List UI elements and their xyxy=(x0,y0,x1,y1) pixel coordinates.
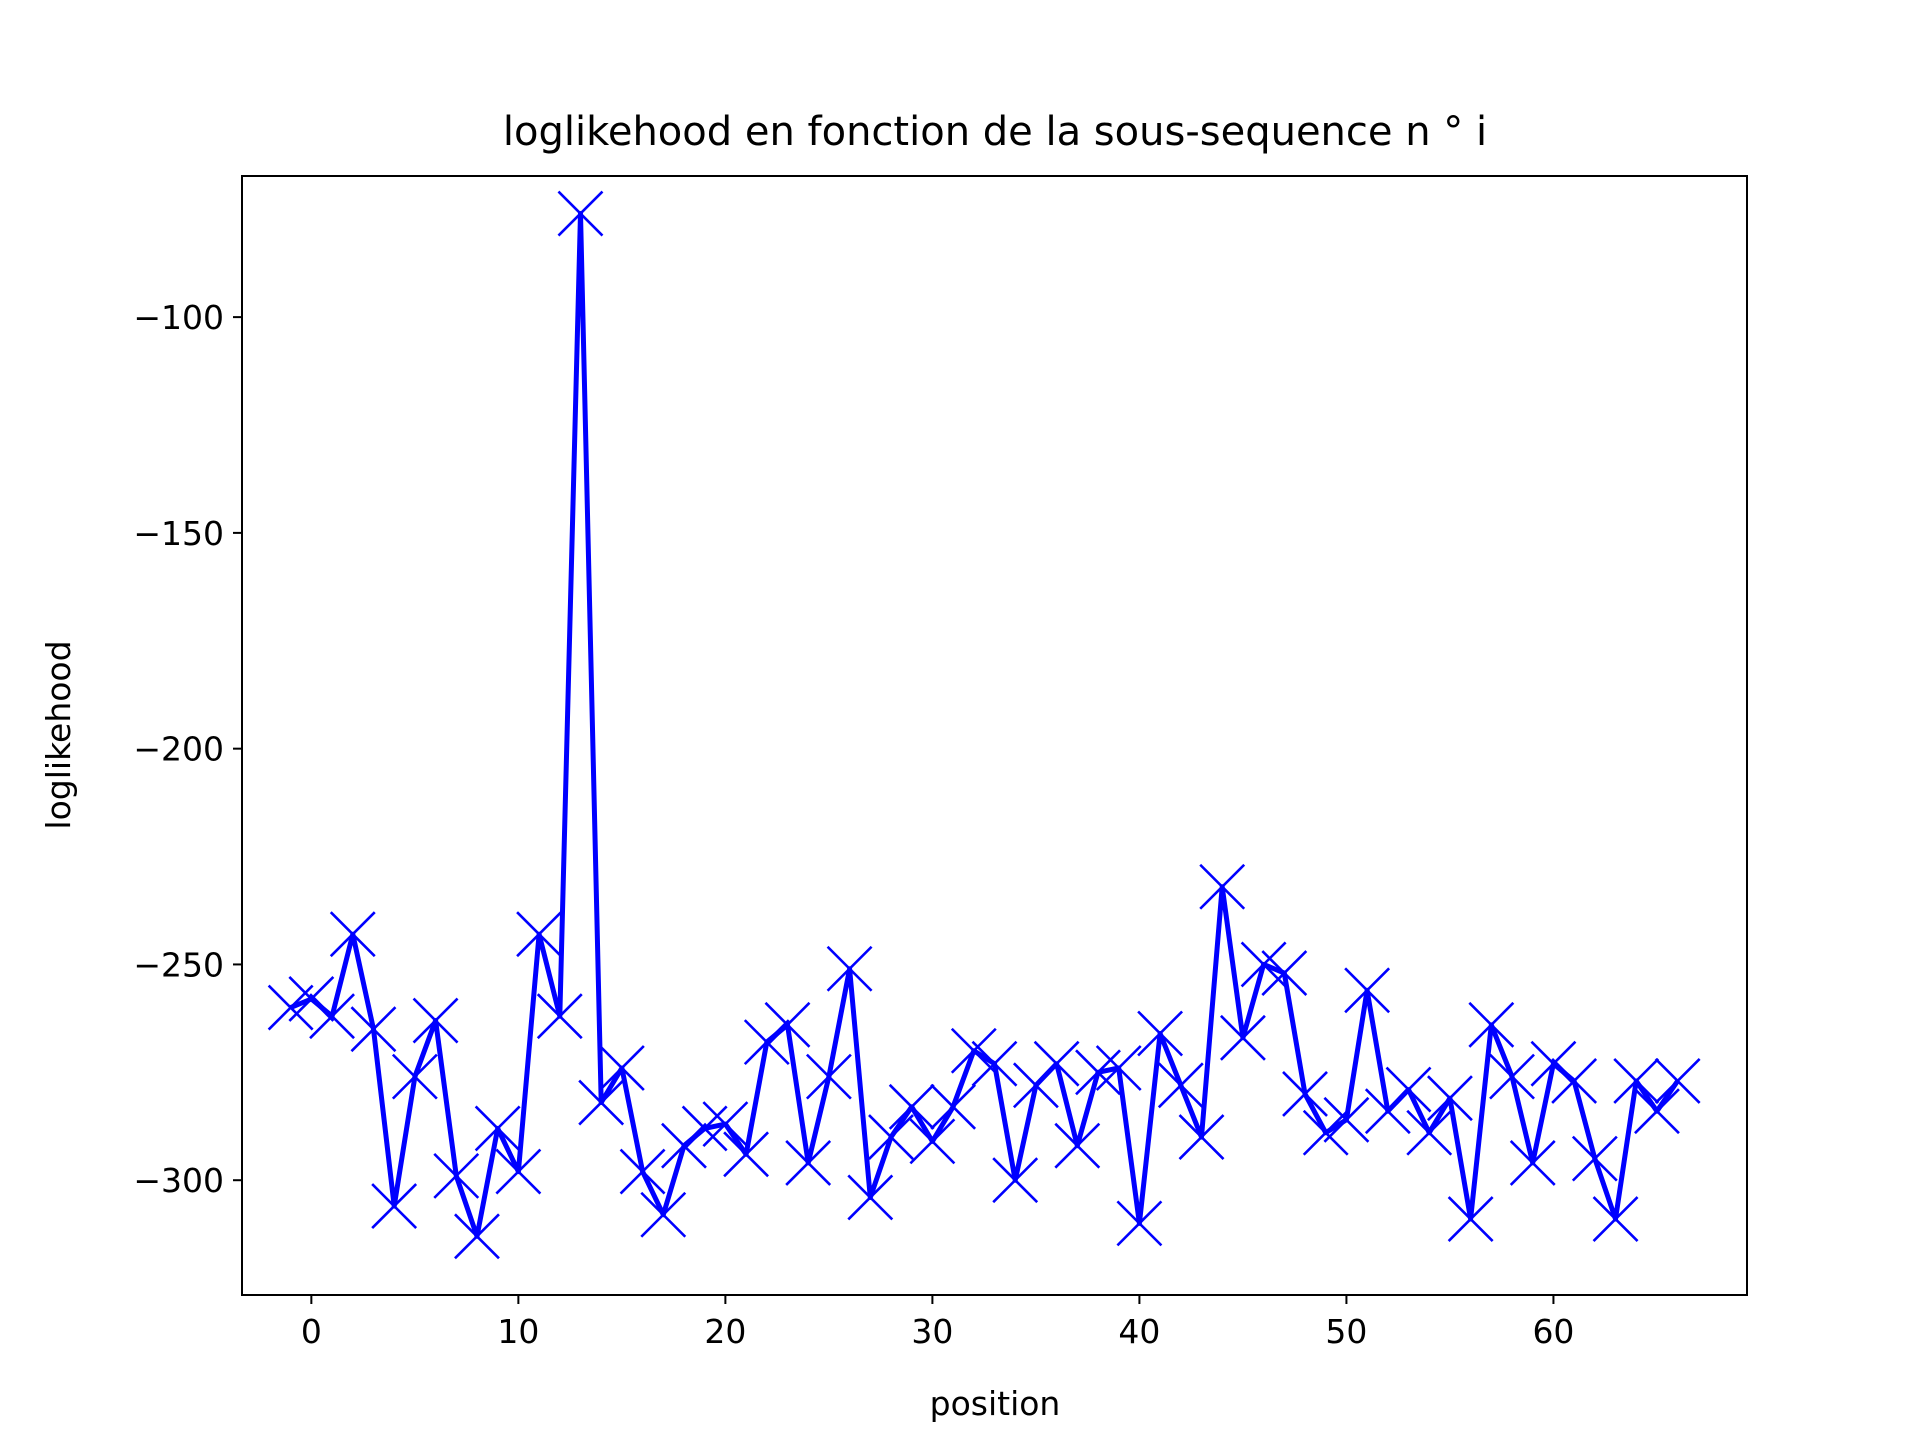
data-point-marker xyxy=(640,1191,687,1238)
data-point-marker xyxy=(1613,1058,1660,1104)
data-point-marker xyxy=(309,993,355,1040)
data-point-marker xyxy=(371,1183,418,1230)
data-point-marker xyxy=(805,1053,852,1100)
data-point-marker xyxy=(578,1079,625,1126)
data-point-marker xyxy=(1178,1114,1225,1160)
y-tick-label: −300 xyxy=(133,1161,224,1200)
data-point-marker xyxy=(288,976,335,1022)
data-point-marker xyxy=(1075,1049,1121,1096)
y-axis-ticks: −100 −150 −200 −250 −300 xyxy=(133,298,242,1200)
x-tick-label: 60 xyxy=(1532,1312,1574,1351)
data-point-marker xyxy=(1509,1140,1556,1186)
data-point-marker xyxy=(557,190,604,237)
data-point-marker xyxy=(1447,1196,1494,1242)
data-point-marker xyxy=(868,1114,914,1160)
x-tick-label: 50 xyxy=(1325,1312,1367,1351)
y-tick-label: −100 xyxy=(133,298,224,337)
data-point-marker xyxy=(391,1053,438,1100)
data-point-marker xyxy=(992,1157,1039,1204)
data-point-marker xyxy=(723,1131,770,1178)
data-point-marker xyxy=(1551,1058,1598,1104)
data-point-marker xyxy=(329,911,376,958)
data-point-marker xyxy=(847,1174,894,1221)
data-point-marker xyxy=(930,1083,977,1130)
data-point-marker xyxy=(1571,1135,1618,1182)
x-tick-label: 30 xyxy=(911,1312,953,1351)
plot-layer xyxy=(267,190,1701,1260)
x-tick-label: 10 xyxy=(497,1312,539,1351)
y-tick-label: −250 xyxy=(133,945,224,984)
data-point-marker xyxy=(909,1118,956,1165)
data-point-marker xyxy=(1282,1070,1328,1117)
data-point-marker xyxy=(495,1148,542,1195)
data-point-marker xyxy=(1219,1014,1266,1061)
data-point-marker xyxy=(888,1083,935,1130)
data-point-marker xyxy=(1199,863,1246,910)
data-point-marker xyxy=(598,1045,645,1091)
data-point-marker xyxy=(1302,1109,1349,1156)
data-point-marker xyxy=(536,993,583,1040)
data-point-marker xyxy=(454,1213,500,1260)
data-point-marker xyxy=(412,997,459,1044)
x-tick-label: 40 xyxy=(1118,1312,1160,1351)
data-point-marker xyxy=(433,1152,480,1199)
x-axis-label: position xyxy=(930,1384,1061,1423)
data-point-marker xyxy=(1634,1088,1680,1135)
data-point-marker xyxy=(1095,1045,1142,1091)
data-point-marker xyxy=(971,1040,1018,1087)
data-point-marker xyxy=(1116,1200,1163,1247)
data-point-marker xyxy=(764,1001,811,1048)
series-line xyxy=(289,211,1680,1239)
data-point-marker xyxy=(1054,1122,1101,1169)
data-point-marker xyxy=(1406,1109,1453,1156)
data-point-marker xyxy=(1468,1001,1515,1048)
data-point-marker xyxy=(681,1105,728,1152)
data-point-marker xyxy=(1033,1040,1080,1087)
data-point-marker xyxy=(702,1101,749,1148)
data-point-marker xyxy=(1385,1066,1432,1113)
data-point-marker xyxy=(350,1006,397,1053)
data-point-marker xyxy=(474,1105,521,1152)
x-axis-ticks: 0 10 20 30 40 50 60 xyxy=(301,1295,1574,1351)
data-point-marker xyxy=(1654,1058,1701,1104)
data-point-marker xyxy=(1530,1040,1577,1087)
x-tick-label: 20 xyxy=(704,1312,746,1351)
data-point-marker xyxy=(1489,1053,1535,1100)
data-point-marker xyxy=(1261,950,1308,996)
y-tick-label: −150 xyxy=(133,514,224,553)
data-point-marker xyxy=(1344,967,1391,1014)
chart-title: loglikehood en fonction de la sous-seque… xyxy=(503,109,1487,155)
y-axis-label: loglikehood xyxy=(39,640,78,829)
data-point-marker xyxy=(743,1019,790,1066)
data-point-marker xyxy=(661,1122,707,1169)
x-tick-label: 0 xyxy=(301,1312,322,1351)
data-point-marker xyxy=(826,945,873,992)
data-point-marker xyxy=(1157,1062,1204,1109)
data-point-marker xyxy=(516,911,562,958)
data-point-marker xyxy=(619,1148,666,1195)
data-point-marker xyxy=(950,1027,997,1074)
data-point-marker xyxy=(785,1140,832,1186)
data-point-marker xyxy=(1427,1075,1473,1122)
data-point-marker xyxy=(1137,1010,1184,1057)
plot-frame xyxy=(241,175,1748,1296)
y-tick-label: −200 xyxy=(133,730,224,769)
data-point-marker xyxy=(1592,1196,1639,1242)
data-point-marker xyxy=(1323,1096,1370,1143)
